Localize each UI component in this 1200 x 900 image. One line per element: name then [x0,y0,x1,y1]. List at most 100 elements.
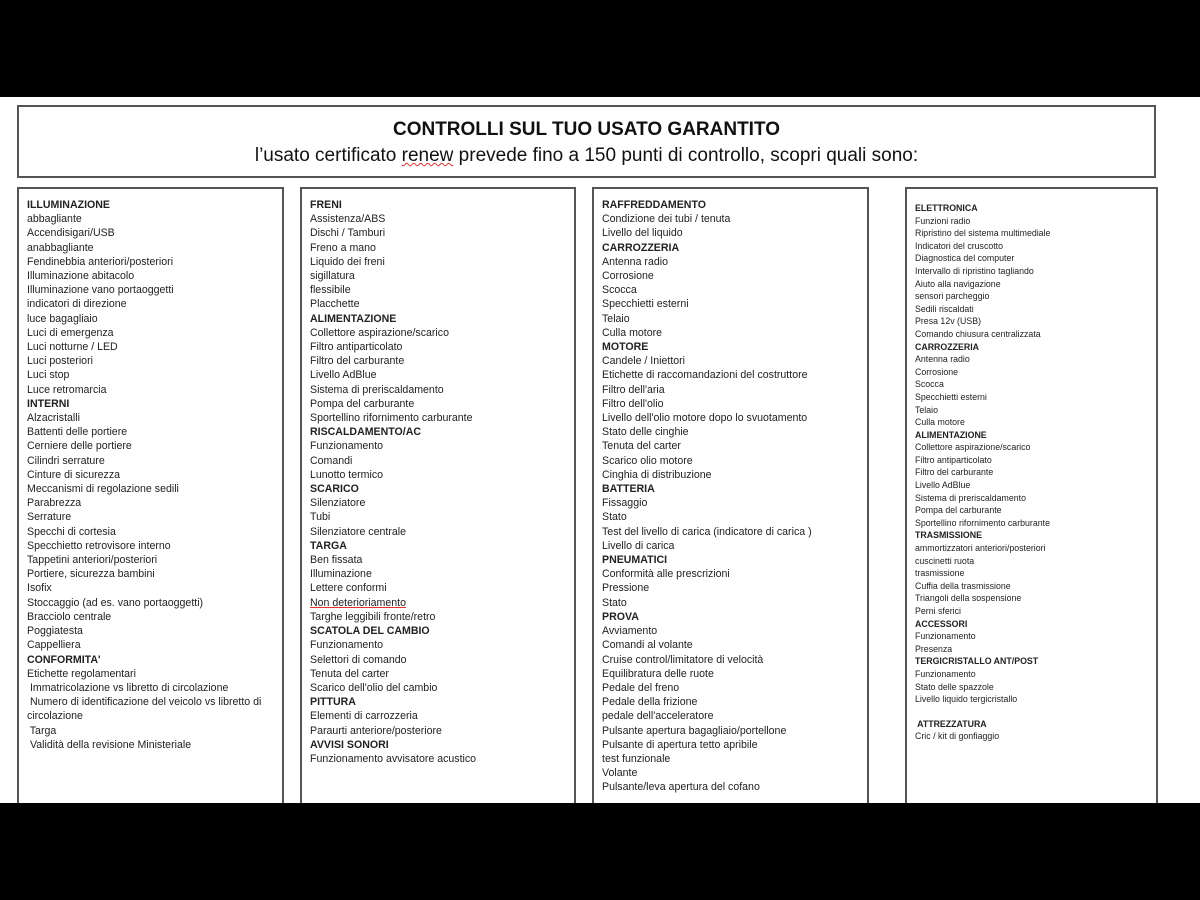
checklist-item: Scocca [915,379,944,390]
checklist-item: Avviamento [602,625,658,638]
checklist-item: Sportellino rifornimento carburante [915,517,1050,528]
checklist-item: Comandi [310,454,353,467]
checklist-item: pedale dell'acceleratore [602,710,714,723]
checklist-item: Validità della revisione Ministeriale [27,738,192,751]
checklist-item: Filtro del carburante [310,355,405,368]
section-heading: TRASMISSIONE [915,530,982,541]
checklist-item: Pressione [602,582,650,595]
checklist-item: Funzionamento [915,631,976,642]
header-box: CONTROLLI SUL TUO USATO GARANTITO l’usat… [17,105,1156,178]
section-heading: PROVA [602,610,639,623]
checklist-item: Livello dell'olio motore dopo lo svuotam… [602,412,808,425]
checklist-column-2: FRENI Assistenza/ABS Dischi / Tamburi Freno… [300,187,576,803]
checklist-item: Aiuto alla navigazione [915,278,1001,289]
checklist-item: Poggiatesta [27,625,83,638]
checklist-column-3: RAFFREDDAMENTO Condizione dei tubi / tenu… [592,187,869,803]
checklist-item: ammortizzatori anteriori/posteriori [915,543,1046,554]
checklist-item: Stato delle cinghie [602,426,689,439]
checklist-column-1: ILLUMINAZIONE abbagliante Accendisigari/US… [17,187,284,803]
checklist-item: Alzacristalli [27,412,80,425]
checklist-item: Freno a mano [310,241,376,254]
checklist-item: Silenziatore [310,497,366,510]
checklist-item: Stato [602,596,627,609]
checklist-item: Collettore aspirazione/scarico [310,326,449,339]
checklist-item: Luci di emergenza [27,326,114,339]
section-heading: TARGA [310,539,347,552]
checklist-item: Fissaggio [602,497,648,510]
section-heading: CONFORMITA' [27,653,101,666]
checklist-item: Scocca [602,284,637,297]
checklist-item: Pulsante/leva apertura del cofano [602,781,760,794]
checklist-item: anabbagliante [27,241,94,254]
checklist-item: Livello AdBlue [915,480,971,491]
section-heading: SCARICO [310,483,359,496]
checklist-item: Cappelliera [27,639,81,652]
subtitle-pre: l’usato certificato [254,145,402,166]
checklist-item: Filtro del carburante [915,467,994,478]
checklist-item: Intervallo di ripristino tagliando [915,265,1034,276]
checklist-item: Assistenza/ABS [310,213,386,226]
section-heading: BATTERIA [602,483,655,496]
section-heading: CARROZZERIA [602,241,680,254]
checklist-item: Luci notturne / LED [27,341,118,354]
checklist-item: Isofix [27,582,52,595]
checklist-item: Diagnostica del computer [915,253,1015,264]
checklist-item: Condizione dei tubi / tenuta [602,213,731,226]
checklist-item: Silenziatore centrale [310,525,406,538]
checklist-item: Specchietti esterni [915,391,987,402]
checklist-item: Ripristino del sistema multimediale [915,228,1051,239]
checklist-item: Scarico olio motore [602,454,693,467]
subtitle-post: prevede fino a 150 punti di controllo, s… [453,145,919,166]
checklist-item: Lettere conformi [310,582,387,595]
checklist-item: Corrosione [602,270,654,283]
checklist-item: Comandi al volante [602,639,693,652]
checklist-item: Luce retromarcia [27,383,107,396]
checklist-item: Livello di carica [602,539,675,552]
checklist-item: Tubi [310,511,331,524]
checklist-item: Stato delle spazzole [915,681,994,692]
checklist-item: Corrosione [915,366,959,377]
section-heading: RAFFREDDAMENTO [602,199,706,211]
checklist-item: Luci stop [27,369,70,382]
checklist-item: Tenuta del carter [602,440,681,453]
checklist-item: Antenna radio [915,354,970,365]
checklist-item: Selettori di comando [310,653,407,666]
checklist-item: Illuminazione abitacolo [27,270,135,283]
checklist-item: Luci posteriori [27,355,93,368]
checklist-item: Elementi di carrozzeria [310,710,418,723]
checklist-item: Serrature [27,511,72,524]
checklist-item: Cuffia della trasmissione [915,580,1011,591]
checklist-item: Numero di identificazione del veicolo vs… [27,696,262,709]
checklist-item: trasmissione [915,568,965,579]
checklist-item: Pompa del carburante [915,505,1002,516]
checklist-item: Pedale della frizione [602,696,698,709]
checklist-item: Pulsante di apertura tetto apribile [602,738,758,751]
checklist-item: Volante [602,767,638,780]
checklist-item: Scarico dell'olio del cambio [310,681,438,694]
checklist-item: Conformità alle prescrizioni [602,568,730,581]
checklist-item: Cric / kit di gonfiaggio [915,731,1000,742]
checklist-item: Specchi di cortesia [27,525,116,538]
checklist-item: Presa 12v (USB) [915,316,981,327]
checklist-item: flessibile [310,284,351,297]
checklist-item: Funzionamento avvisatore acustico [310,752,477,765]
checklist-item: Cinghia di distribuzione [602,468,712,481]
section-heading: SCATOLA DEL CAMBIO [310,625,430,638]
checklist-item: Funzionamento [915,668,976,679]
section-heading: ALIMENTAZIONE [310,312,397,325]
checklist-item: circolazione [27,710,83,723]
checklist-item: Cerniere delle portiere [27,440,132,453]
page-title: CONTROLLI SUL TUO USATO GARANTITO [392,119,781,140]
section-heading: FRENI [310,199,342,211]
section-heading: PITTURA [310,696,356,709]
checklist-item: Cinture di sicurezza [27,468,121,481]
checklist-item: Filtro antiparticolato [310,341,403,354]
checklist-item: cuscinetti ruota [915,555,975,566]
checklist-item: sigillatura [310,270,355,283]
checklist-item: Funzioni radio [915,215,971,226]
section-heading: ELETTRONICA [915,203,978,213]
checklist-item: Sistema di preriscaldamento [915,492,1026,503]
checklist-item: Funzionamento [310,639,384,652]
checklist-item: Ben fissata [310,554,363,567]
checklist-item: Battenti delle portiere [27,426,128,439]
